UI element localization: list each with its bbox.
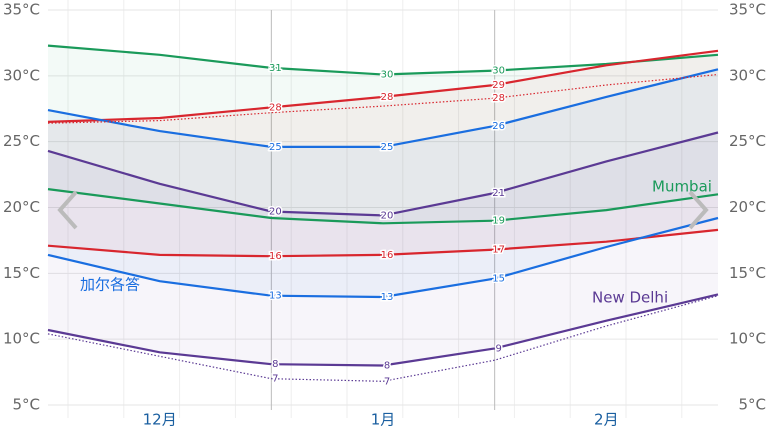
value-label: 31 xyxy=(269,63,282,74)
y-tick-label: 5°C xyxy=(12,396,40,414)
next-arrow[interactable] xyxy=(688,190,709,230)
value-label: 13 xyxy=(269,291,282,302)
x-tick-label: 12月 xyxy=(143,411,177,429)
value-label: 26 xyxy=(492,121,505,132)
series-line xyxy=(47,68,719,148)
value-label: 28 xyxy=(492,93,505,104)
range-band xyxy=(48,69,718,297)
y-tick-label-right: 5°C xyxy=(738,396,766,414)
value-label: 30 xyxy=(492,66,505,77)
value-label: 25 xyxy=(269,142,282,153)
series-name: Mumbai xyxy=(652,178,712,196)
series-name: 加尔各答 xyxy=(80,276,140,294)
y-tick-label: 25°C xyxy=(3,132,40,150)
series-line xyxy=(47,44,719,76)
value-label: 20 xyxy=(381,210,394,221)
series-line xyxy=(47,131,719,217)
y-tick-label-right: 15°C xyxy=(729,264,766,282)
y-tick-label: 20°C xyxy=(3,198,40,216)
value-label: 28 xyxy=(381,92,394,103)
value-label: 25 xyxy=(381,142,394,153)
range-band xyxy=(48,50,718,257)
value-label: 20 xyxy=(269,206,282,217)
y-tick-label-right: 10°C xyxy=(729,330,766,348)
series-line xyxy=(47,293,719,367)
value-label: 17 xyxy=(492,245,505,256)
y-tick-label: 15°C xyxy=(3,264,40,282)
y-tick-label: 35°C xyxy=(3,1,40,19)
series-line xyxy=(47,188,719,225)
value-label: 29 xyxy=(492,80,505,91)
value-label: 16 xyxy=(269,251,282,262)
value-label: 8 xyxy=(384,361,390,372)
value-label: 15 xyxy=(492,274,505,285)
value-label: 7 xyxy=(384,376,390,387)
y-tick-label: 10°C xyxy=(3,330,40,348)
x-tick-label: 1月 xyxy=(371,411,396,429)
value-label: 19 xyxy=(492,216,505,227)
value-label: 28 xyxy=(269,102,282,113)
y-tick-label: 30°C xyxy=(3,66,40,84)
series-line xyxy=(47,216,719,299)
y-tick-label-right: 30°C xyxy=(729,66,766,84)
range-band xyxy=(48,132,718,366)
range-band xyxy=(48,45,718,224)
value-label: 21 xyxy=(492,188,505,199)
prev-arrow[interactable] xyxy=(57,190,78,230)
value-label: 7 xyxy=(272,374,278,385)
y-tick-label-right: 35°C xyxy=(729,1,766,19)
series-line xyxy=(47,49,719,123)
y-tick-label-right: 20°C xyxy=(729,198,766,216)
y-tick-label-right: 25°C xyxy=(729,132,766,150)
value-label: 13 xyxy=(381,292,394,303)
x-tick-label: 2月 xyxy=(594,411,619,429)
value-label: 9 xyxy=(495,343,501,354)
value-label: 30 xyxy=(381,70,394,81)
value-label: 8 xyxy=(272,359,278,370)
value-label: 16 xyxy=(381,250,394,261)
series-name: New Delhi xyxy=(592,289,668,307)
series-line xyxy=(47,228,719,258)
